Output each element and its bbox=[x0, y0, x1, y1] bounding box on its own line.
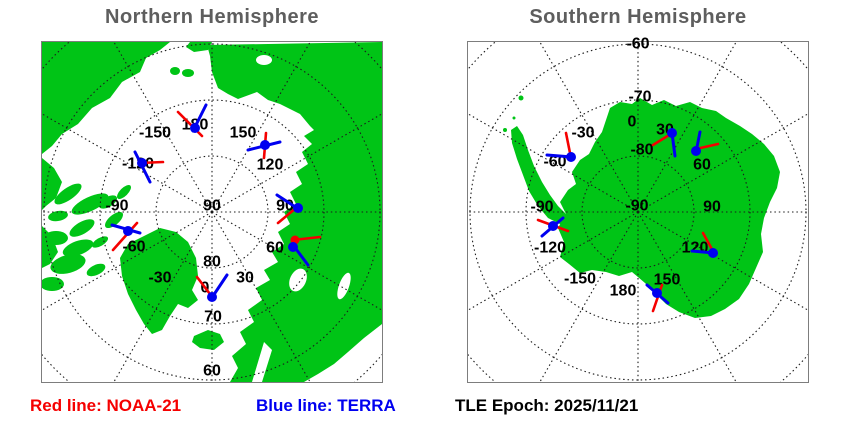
graticule-label: 90 bbox=[203, 198, 221, 215]
graticule-label: 120 bbox=[257, 157, 284, 174]
northern-map-frame: -150180150120-120-909090-6060-3080300706… bbox=[41, 41, 383, 383]
graticule-label: -90 bbox=[105, 198, 128, 215]
labels-layer: -60-70-80-900 306090120150180-150-120-90-… bbox=[530, 36, 721, 300]
graticule-label: -70 bbox=[628, 89, 651, 106]
landmass bbox=[511, 126, 566, 228]
satellite-position-dot bbox=[293, 203, 303, 213]
northern-map-title: Northern Hemisphere bbox=[105, 6, 319, 28]
graticule-label: -150 bbox=[564, 271, 596, 288]
graticule-label: -60 bbox=[543, 154, 566, 171]
landmass bbox=[518, 95, 524, 101]
landmass bbox=[86, 263, 106, 277]
landmass bbox=[192, 330, 224, 350]
landmass bbox=[98, 195, 118, 209]
graticule-label: -30 bbox=[571, 125, 594, 142]
satellite-position-dot bbox=[123, 226, 133, 236]
graticule-label: -30 bbox=[148, 270, 171, 287]
satellite-markers-layer bbox=[536, 128, 720, 313]
landmass bbox=[170, 67, 180, 75]
satellite-position-dot bbox=[708, 248, 718, 258]
graticule-label: 120 bbox=[682, 240, 709, 257]
southern-map: -60-70-80-900 306090120150180-150-120-90-… bbox=[468, 36, 808, 382]
southern-map-frame: -60 -70 -80 -90 0 30 60 90 120 150 180 -150 -120 -90-… bbox=[467, 36, 809, 383]
sea-notch bbox=[337, 272, 351, 300]
satellite-position-dot bbox=[288, 242, 298, 252]
satellite-position-dot bbox=[548, 221, 558, 231]
landmass bbox=[42, 158, 62, 210]
landmass bbox=[44, 231, 68, 245]
fjord bbox=[252, 342, 272, 382]
legend-terra: Blue line: TERRA bbox=[256, 396, 396, 415]
landmass bbox=[182, 69, 194, 77]
satellite-position-dot bbox=[652, 288, 662, 298]
landmass bbox=[503, 128, 507, 132]
landmass bbox=[207, 42, 382, 382]
sea-notch bbox=[289, 268, 307, 292]
landmass bbox=[62, 239, 94, 257]
landmass bbox=[512, 116, 516, 120]
graticule-layer bbox=[468, 42, 808, 382]
landmass bbox=[69, 219, 95, 237]
landmass bbox=[42, 277, 64, 291]
noaa21-track-line bbox=[651, 283, 664, 313]
graticule-label: 80 bbox=[203, 254, 221, 271]
landmass bbox=[71, 193, 109, 215]
graticule-label: -90 bbox=[625, 198, 648, 215]
graticule-label: 150 bbox=[654, 272, 681, 289]
graticule-label: 60 bbox=[693, 157, 711, 174]
labels-layer: -150180150120-120-909090-6060-3080300706… bbox=[105, 117, 294, 380]
graticule-label: -60 bbox=[122, 239, 145, 256]
noaa21-track-line bbox=[276, 206, 298, 225]
graticule-label: 30 bbox=[236, 270, 254, 287]
graticule-label: 0 bbox=[628, 114, 637, 131]
graticule-label: -60 bbox=[626, 36, 649, 53]
landmass bbox=[91, 236, 109, 248]
sea-notch bbox=[256, 55, 272, 65]
satellite-position-dot bbox=[207, 292, 217, 302]
landmass bbox=[558, 98, 780, 318]
graticule-label: 150 bbox=[230, 125, 257, 142]
landmass bbox=[120, 228, 198, 334]
graticule-label: 180 bbox=[610, 283, 637, 300]
landmass bbox=[104, 211, 124, 229]
legend-tle-epoch: TLE Epoch: 2025/11/21 bbox=[455, 396, 639, 415]
graticule-label: 60 bbox=[266, 240, 284, 257]
satellite-position-dot bbox=[691, 146, 701, 156]
landmass bbox=[42, 42, 170, 154]
graticule-label: 70 bbox=[204, 309, 222, 326]
satellite-position-dot bbox=[190, 123, 200, 133]
northern-map: -150180150120-120-909090-6060-3080300706… bbox=[42, 42, 382, 382]
landmass bbox=[54, 183, 82, 205]
land-layer bbox=[503, 95, 780, 318]
graticule-label: -90 bbox=[530, 199, 553, 216]
landmass bbox=[186, 42, 212, 52]
graticule-label: 90 bbox=[703, 199, 721, 216]
landmass bbox=[117, 185, 131, 199]
satellite-position-dot bbox=[137, 158, 147, 168]
landmass bbox=[48, 210, 68, 222]
legend-noaa21: Red line: NOAA-21 bbox=[30, 396, 182, 415]
landmass bbox=[50, 254, 86, 274]
graticule-label: -120 bbox=[534, 240, 566, 257]
graticule-layer bbox=[42, 42, 382, 382]
southern-map-title: Southern Hemisphere bbox=[529, 6, 747, 28]
land-layer bbox=[42, 42, 382, 382]
graticule-label: -80 bbox=[630, 142, 653, 159]
satellite-position-dot bbox=[667, 128, 677, 138]
satellite-position-dot bbox=[260, 140, 270, 150]
noaa21-track-line bbox=[111, 221, 139, 252]
graticule-label: 60 bbox=[203, 363, 221, 380]
graticule-label: -150 bbox=[139, 125, 171, 142]
satellite-position-dot bbox=[566, 152, 576, 162]
satellite-markers-layer bbox=[110, 103, 322, 302]
